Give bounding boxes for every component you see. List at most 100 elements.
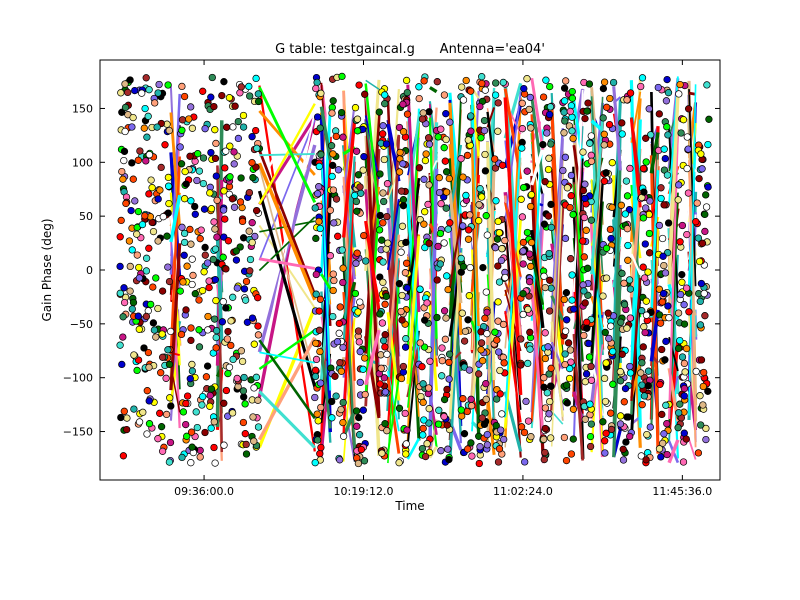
data-point bbox=[696, 297, 704, 306]
data-point bbox=[254, 322, 262, 330]
data-point bbox=[118, 108, 126, 116]
data-point bbox=[383, 427, 391, 435]
data-point bbox=[438, 372, 446, 380]
data-point bbox=[395, 404, 404, 412]
data-point bbox=[437, 447, 445, 455]
data-point bbox=[646, 423, 654, 431]
data-point bbox=[657, 453, 665, 461]
data-point bbox=[642, 134, 650, 142]
data-point bbox=[458, 83, 466, 91]
data-point bbox=[128, 246, 136, 254]
data-point bbox=[154, 195, 162, 203]
data-point bbox=[495, 348, 503, 356]
data-point bbox=[482, 380, 490, 388]
data-point bbox=[701, 210, 709, 219]
series-line-segment bbox=[258, 103, 316, 205]
data-point bbox=[519, 290, 527, 298]
data-point bbox=[120, 407, 128, 415]
data-point bbox=[658, 298, 666, 306]
data-point bbox=[164, 346, 172, 354]
data-point bbox=[126, 76, 134, 84]
data-point bbox=[120, 284, 128, 292]
data-point bbox=[198, 401, 206, 409]
data-point bbox=[355, 338, 363, 346]
data-point bbox=[587, 420, 596, 428]
data-point bbox=[312, 270, 320, 279]
data-point bbox=[582, 370, 591, 378]
data-point bbox=[379, 258, 387, 266]
data-point bbox=[237, 174, 245, 182]
data-point bbox=[640, 323, 648, 331]
data-point bbox=[395, 280, 404, 288]
data-point bbox=[642, 297, 650, 305]
series-line-segment bbox=[341, 410, 357, 438]
data-point bbox=[637, 452, 645, 460]
data-point bbox=[476, 185, 484, 193]
data-point bbox=[664, 219, 673, 227]
data-point bbox=[145, 190, 153, 198]
data-point bbox=[312, 290, 320, 298]
data-point bbox=[683, 133, 691, 141]
data-point bbox=[602, 359, 610, 367]
data-point bbox=[225, 363, 234, 371]
data-point bbox=[660, 201, 668, 209]
data-point bbox=[568, 296, 576, 304]
data-point bbox=[351, 104, 360, 112]
data-point bbox=[231, 102, 239, 110]
data-point bbox=[402, 440, 410, 448]
data-point bbox=[317, 403, 325, 412]
series-line-segment bbox=[650, 170, 660, 318]
data-point bbox=[119, 175, 127, 183]
data-point bbox=[567, 255, 575, 263]
data-point bbox=[351, 289, 360, 298]
data-point bbox=[399, 160, 407, 168]
data-point bbox=[195, 296, 203, 304]
data-point bbox=[201, 428, 209, 437]
data-point bbox=[621, 210, 629, 218]
series-line-segment bbox=[428, 168, 439, 447]
data-point bbox=[603, 103, 611, 111]
series-line-segment bbox=[259, 257, 316, 270]
data-point bbox=[211, 459, 219, 467]
data-point bbox=[494, 99, 502, 107]
data-point bbox=[642, 456, 650, 464]
data-point bbox=[467, 402, 476, 410]
data-point bbox=[523, 75, 531, 83]
data-point bbox=[201, 251, 209, 259]
data-point bbox=[415, 164, 424, 172]
data-point bbox=[355, 413, 363, 422]
data-point bbox=[211, 276, 219, 284]
data-point bbox=[398, 291, 406, 300]
data-point bbox=[353, 249, 361, 257]
data-point bbox=[481, 150, 489, 159]
data-point bbox=[585, 80, 594, 88]
data-point bbox=[527, 191, 536, 199]
data-point bbox=[138, 220, 147, 229]
data-point bbox=[208, 73, 216, 82]
data-point bbox=[145, 397, 153, 405]
data-point bbox=[328, 397, 336, 406]
data-point bbox=[517, 195, 525, 203]
data-point bbox=[521, 458, 529, 466]
data-point bbox=[436, 229, 445, 238]
data-point bbox=[220, 78, 228, 86]
data-point bbox=[586, 442, 595, 451]
data-point bbox=[161, 141, 169, 149]
data-point bbox=[438, 344, 446, 352]
data-point bbox=[311, 393, 319, 402]
data-point bbox=[680, 359, 689, 368]
data-point bbox=[682, 435, 690, 443]
data-point bbox=[376, 310, 384, 318]
data-point bbox=[145, 86, 153, 94]
data-point bbox=[619, 445, 627, 453]
data-point bbox=[227, 341, 235, 350]
data-point bbox=[675, 409, 683, 417]
y-tick-label: −100 bbox=[63, 372, 93, 385]
data-point bbox=[468, 452, 476, 460]
series-line-segment bbox=[364, 83, 381, 218]
data-point bbox=[360, 457, 369, 465]
data-point bbox=[566, 346, 575, 354]
data-point bbox=[581, 378, 589, 386]
data-point bbox=[415, 83, 423, 91]
